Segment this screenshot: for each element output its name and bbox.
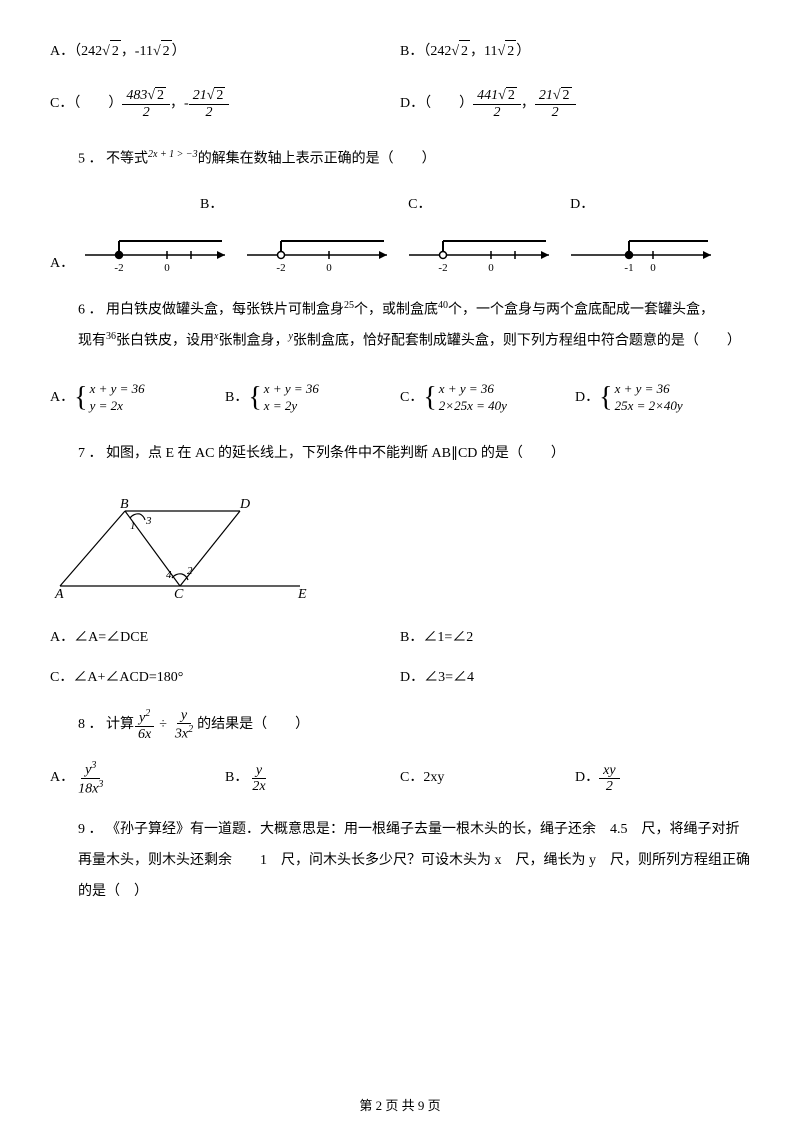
sqrt-icon: √2 <box>153 40 172 63</box>
q4-row2: C．（ ） 483√2 2 ，- 21√2 2 D．（ ） 441√2 2 ， … <box>50 87 750 120</box>
q7-optB: B．∠1=∠2 <box>400 627 750 649</box>
number-line-b: -2 0 <box>242 220 392 275</box>
fraction: 21√2 2 <box>189 87 230 120</box>
svg-text:A: A <box>54 587 64 601</box>
svg-text:B: B <box>120 497 129 512</box>
svg-text:0: 0 <box>488 262 494 274</box>
q6-options: A． {x + y = 36y = 2x B． {x + y = 36x = 2… <box>50 376 750 421</box>
q9-text: 9 ． 《孙子算经》有一道题．大概意思是：用一根绳子去量一根木头的长，绳子还余 … <box>50 815 750 907</box>
q4-d-label: D．（ ） <box>400 93 473 115</box>
q5-optD: D． -10 <box>560 194 722 275</box>
q4-optA: A．（242 √2 ，-11 √2 ） <box>50 40 400 63</box>
q8-options: A． y318x3 B． y2x C．2xy D． xy2 <box>50 760 750 797</box>
svg-text:0: 0 <box>650 262 656 274</box>
q4-a-mid: ，-11 <box>121 41 153 63</box>
q7-figure: A B C D E 1 3 4 2 <box>50 496 310 601</box>
q5-optC: C． -20 <box>398 194 560 275</box>
svg-text:1: 1 <box>130 520 136 532</box>
q7-row1: A．∠A=∠DCE B．∠1=∠2 <box>50 627 750 649</box>
svg-text:E: E <box>297 587 307 601</box>
svg-text:4: 4 <box>166 569 172 581</box>
number-line-a: -2 0 <box>80 220 230 275</box>
page-footer: 第 2 页 共 9 页 <box>0 1096 800 1117</box>
q4-row1: A．（242 √2 ，-11 √2 ） B．（242 √2 ，11 √2 ） <box>50 40 750 63</box>
q4-c-label: C．（ ） <box>50 93 122 115</box>
svg-text:0: 0 <box>326 262 332 274</box>
q4-b-pre: B．（242 <box>400 41 451 63</box>
q4-a-pre: A．（242 <box>50 41 102 63</box>
svg-text:D: D <box>239 497 250 512</box>
q5-text: 5 ． 不等式2x + 1 > −3的解集在数轴上表示正确的是（ ） <box>50 144 750 175</box>
sqrt-icon: √2 <box>498 40 517 63</box>
q5-options: B． A． -20 -20 C． -20 D． -10 <box>50 194 750 275</box>
q5-optA: B． A． -20 <box>50 194 236 275</box>
q6-optA: A． {x + y = 36y = 2x <box>50 376 225 421</box>
q6-optD: D． {x + y = 3625x = 2×40y <box>575 376 750 421</box>
sqrt-icon: √2 <box>451 40 470 63</box>
q4-optB: B．（242 √2 ，11 √2 ） <box>400 40 750 63</box>
fraction: 21√2 2 <box>535 87 576 120</box>
q8-optA: A． y318x3 <box>50 760 225 797</box>
q5-optB: -2 0 <box>236 220 398 275</box>
q7-row2: C．∠A+∠ACD=180° D．∠3=∠4 <box>50 667 750 689</box>
q7-text: 7 ． 如图，点 E 在 AC 的延长线上，下列条件中不能判断 AB∥CD 的是… <box>50 439 750 470</box>
number-line-d: -1 0 <box>566 220 716 275</box>
q6-text: 6 ． 用白铁皮做罐头盒，每张铁片可制盒身25个，或制盒底40个，一个盒身与两个… <box>50 295 750 358</box>
svg-text:-2: -2 <box>277 262 286 274</box>
sep: ， <box>521 93 535 115</box>
sqrt-icon: √2 <box>102 40 121 63</box>
svg-text:3: 3 <box>145 515 152 527</box>
svg-text:-2: -2 <box>115 262 124 274</box>
sep: ，- <box>170 93 189 115</box>
number-line-c: -2 0 <box>404 220 554 275</box>
fraction: y2 6x <box>134 708 155 742</box>
fraction: y 3x2 <box>171 708 197 742</box>
q7-optC: C．∠A+∠ACD=180° <box>50 667 400 689</box>
q6-optB: B． {x + y = 36x = 2y <box>225 376 400 421</box>
fraction: 441√2 2 <box>473 87 521 120</box>
svg-text:-1: -1 <box>625 262 634 274</box>
q4-b-mid: ，11 <box>470 41 497 63</box>
q4-a-suf: ） <box>172 41 186 63</box>
q5-expr: 2x + 1 > −3 <box>148 149 198 160</box>
svg-text:-2: -2 <box>439 262 448 274</box>
q4-optC: C．（ ） 483√2 2 ，- 21√2 2 <box>50 87 400 120</box>
q6-optC: C． {x + y = 362×25x = 40y <box>400 376 575 421</box>
q8-optD: D． xy2 <box>575 760 750 797</box>
q8-optB: B． y2x <box>225 760 400 797</box>
svg-text:0: 0 <box>164 262 170 274</box>
svg-text:C: C <box>174 587 184 601</box>
q7-optD: D．∠3=∠4 <box>400 667 750 689</box>
fraction: 483√2 2 <box>122 87 170 120</box>
q4-optD: D．（ ） 441√2 2 ， 21√2 2 <box>400 87 750 120</box>
q8-text: 8 ． 计算 y2 6x ÷ y 3x2 的结果是（ ） <box>50 708 750 742</box>
q7-optA: A．∠A=∠DCE <box>50 627 400 649</box>
q8-optC: C．2xy <box>400 760 575 797</box>
svg-text:2: 2 <box>187 565 193 577</box>
q4-b-suf: ） <box>516 41 530 63</box>
